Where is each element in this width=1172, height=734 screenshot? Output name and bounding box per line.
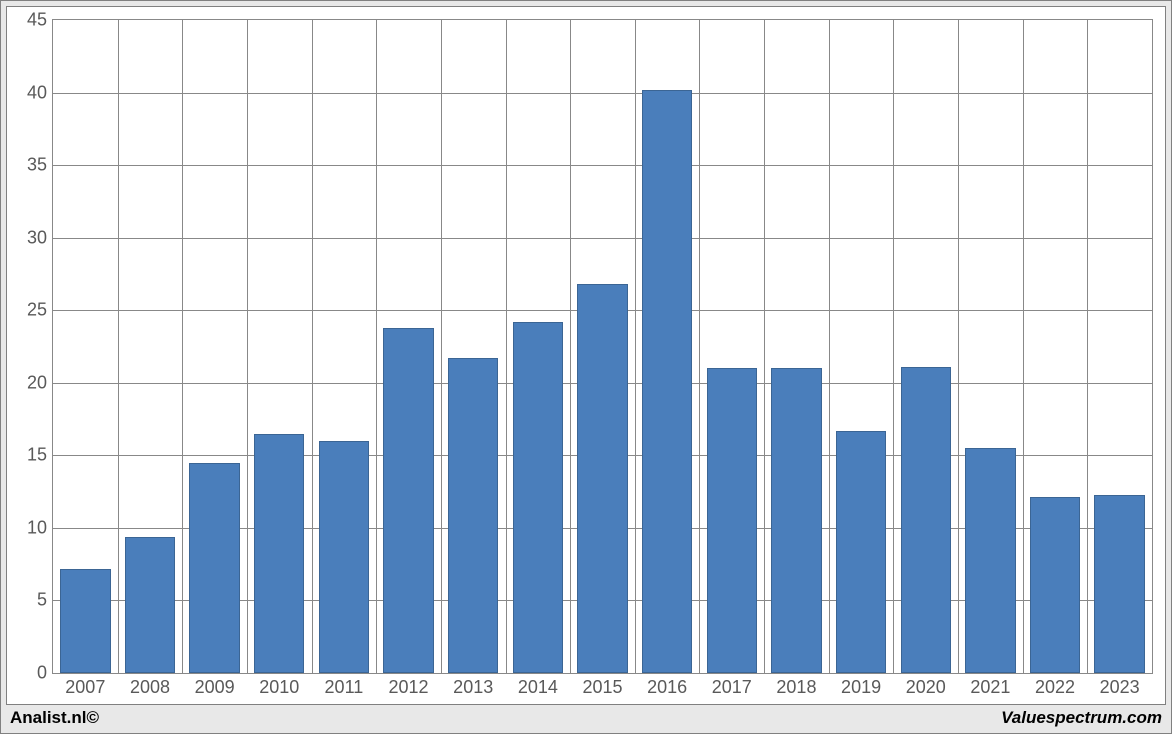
x-tick-label: 2007 <box>65 677 105 698</box>
chart-inner: 0 5 10 15 20 25 30 35 40 45 2007 2008 2009 2010 2011 20… <box>6 6 1166 705</box>
footer-left-credit: Analist.nl© <box>10 708 99 728</box>
x-tick-label: 2010 <box>259 677 299 698</box>
grid-line-v <box>570 20 571 673</box>
y-tick-label: 40 <box>27 82 47 103</box>
bar-2022 <box>1030 497 1080 673</box>
x-tick-label: 2018 <box>776 677 816 698</box>
grid-line-v <box>247 20 248 673</box>
grid-line-v <box>182 20 183 673</box>
grid-line-v <box>893 20 894 673</box>
bar-2018 <box>771 368 821 673</box>
grid-line-v <box>764 20 765 673</box>
x-tick-label: 2015 <box>582 677 622 698</box>
grid-line-v <box>635 20 636 673</box>
x-tick-label: 2014 <box>518 677 558 698</box>
bar-2015 <box>577 284 627 673</box>
bar-2021 <box>965 448 1015 673</box>
bar-2012 <box>383 328 433 673</box>
y-tick-label: 5 <box>37 590 47 611</box>
grid-line-v <box>1023 20 1024 673</box>
x-tick-label: 2022 <box>1035 677 1075 698</box>
x-tick-label: 2016 <box>647 677 687 698</box>
grid-line-v <box>1087 20 1088 673</box>
x-tick-label: 2020 <box>906 677 946 698</box>
grid-line-h <box>53 238 1152 239</box>
bar-2008 <box>125 537 175 673</box>
y-tick-label: 25 <box>27 300 47 321</box>
y-tick-label: 30 <box>27 227 47 248</box>
y-tick-label: 15 <box>27 445 47 466</box>
bar-2009 <box>189 463 239 673</box>
x-tick-label: 2017 <box>712 677 752 698</box>
x-tick-label: 2008 <box>130 677 170 698</box>
bar-2013 <box>448 358 498 673</box>
x-tick-label: 2013 <box>453 677 493 698</box>
x-tick-label: 2012 <box>389 677 429 698</box>
footer-right-credit: Valuespectrum.com <box>1001 708 1162 728</box>
x-tick-label: 2009 <box>195 677 235 698</box>
grid-line-h <box>53 165 1152 166</box>
grid-line-h <box>53 93 1152 94</box>
x-tick-label: 2021 <box>970 677 1010 698</box>
bar-2014 <box>513 322 563 673</box>
grid-line-v <box>829 20 830 673</box>
bar-2016 <box>642 90 692 673</box>
bar-2017 <box>707 368 757 673</box>
chart-container: 0 5 10 15 20 25 30 35 40 45 2007 2008 2009 2010 2011 20… <box>0 0 1172 734</box>
grid-line-v <box>441 20 442 673</box>
plot-area: 0510152025303540452007200820092010201120… <box>52 19 1153 674</box>
y-tick-label: 20 <box>27 372 47 393</box>
grid-line-v <box>699 20 700 673</box>
y-tick-label: 10 <box>27 517 47 538</box>
bar-2023 <box>1094 495 1144 673</box>
bar-2020 <box>901 367 951 673</box>
bar-2011 <box>319 441 369 673</box>
bar-2007 <box>60 569 110 673</box>
x-tick-label: 2023 <box>1100 677 1140 698</box>
grid-line-v <box>506 20 507 673</box>
grid-line-v <box>958 20 959 673</box>
bar-2010 <box>254 434 304 673</box>
footer: Analist.nl© Valuespectrum.com <box>6 707 1166 729</box>
bar-2019 <box>836 431 886 673</box>
grid-line-v <box>376 20 377 673</box>
y-tick-label: 0 <box>37 663 47 684</box>
x-tick-label: 2019 <box>841 677 881 698</box>
y-tick-label: 35 <box>27 155 47 176</box>
x-tick-label: 2011 <box>325 677 364 698</box>
grid-line-v <box>118 20 119 673</box>
grid-line-v <box>312 20 313 673</box>
y-tick-label: 45 <box>27 10 47 31</box>
